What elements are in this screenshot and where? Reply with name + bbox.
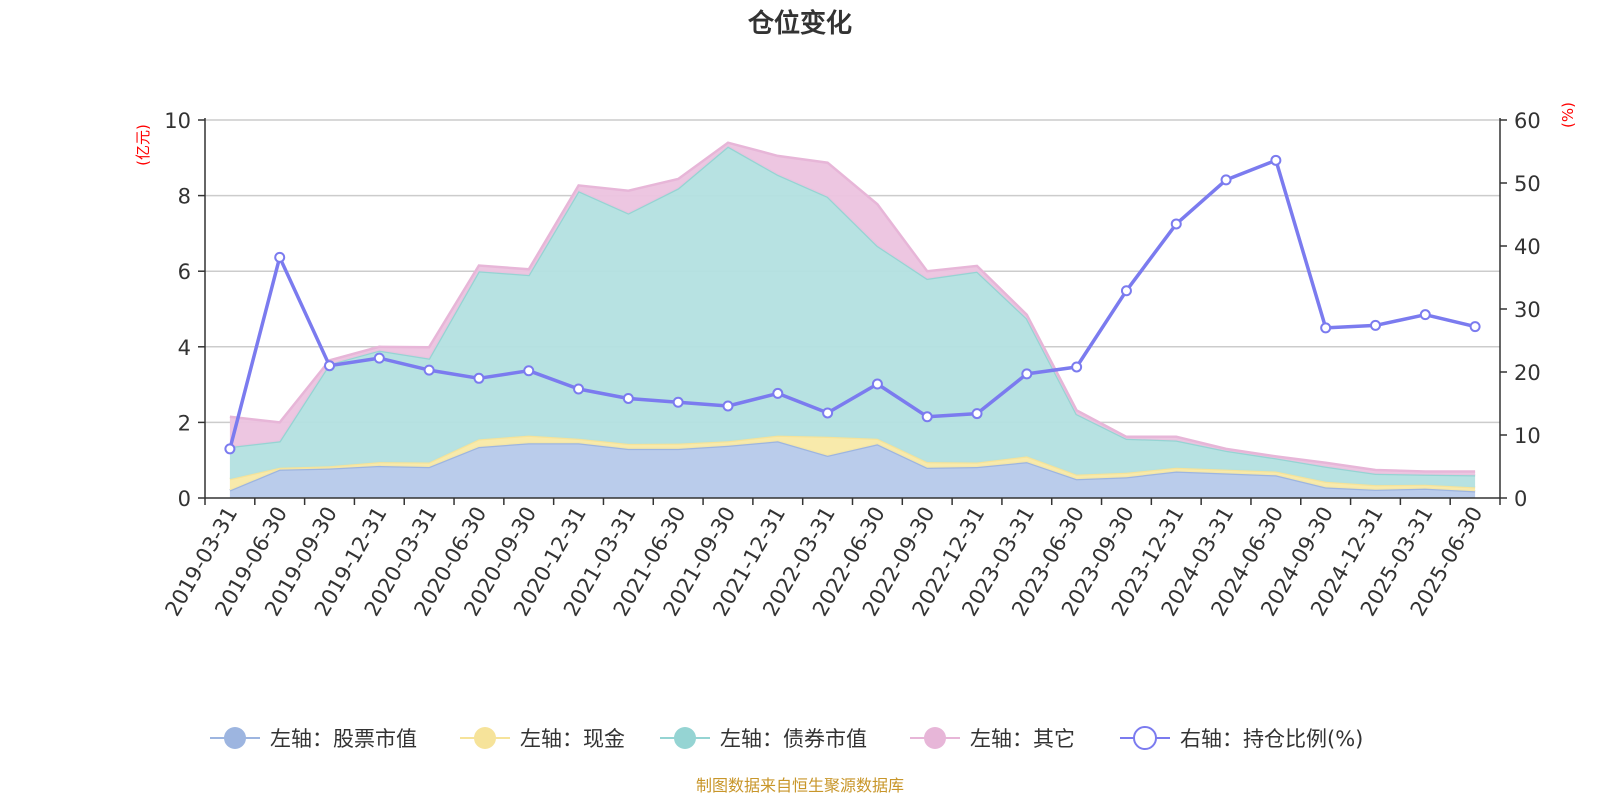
left-tick-label: 10 xyxy=(164,109,191,133)
ratio-line xyxy=(224,154,1481,455)
legend-label: 左轴：其它 xyxy=(970,727,1075,751)
ratio-point xyxy=(1469,321,1481,333)
legend-swatch-circle xyxy=(1133,726,1157,750)
legend-swatch-circle xyxy=(474,727,496,749)
ratio-point xyxy=(1220,174,1232,186)
stacked-areas xyxy=(229,141,1476,498)
right-tick-label: 10 xyxy=(1514,424,1541,448)
ratio-point xyxy=(772,387,784,399)
area-series-3 xyxy=(229,142,1476,476)
area-series-edge-3 xyxy=(229,141,1476,473)
ratio-line-path xyxy=(228,158,1476,450)
legend-swatch-circle xyxy=(924,727,946,749)
ratio-point xyxy=(871,378,883,390)
right-tick-label: 50 xyxy=(1514,172,1541,196)
ratio-point xyxy=(1369,319,1381,331)
area-series-2 xyxy=(229,146,1476,488)
right-tick-label: 20 xyxy=(1514,361,1541,385)
right-tick-label: 60 xyxy=(1514,109,1541,133)
ratio-point xyxy=(921,411,933,423)
ratio-point xyxy=(1270,154,1282,166)
legend-swatch-circle xyxy=(674,727,696,749)
ratio-point xyxy=(622,392,634,404)
ratio-point xyxy=(573,383,585,395)
ratio-point xyxy=(423,364,435,376)
ratio-point xyxy=(224,443,236,455)
legend-label: 左轴：股票市值 xyxy=(270,727,417,751)
ratio-point xyxy=(1071,361,1083,373)
left-axis-unit: (亿元) xyxy=(134,124,152,166)
chart-title: 仓位变化 xyxy=(747,8,852,39)
ratio-point xyxy=(1419,309,1431,321)
legend-label: 左轴：现金 xyxy=(520,727,625,751)
ratio-point xyxy=(1120,285,1132,297)
area-series-1 xyxy=(229,435,1476,492)
left-tick-label: 6 xyxy=(178,260,191,284)
ratio-point xyxy=(971,408,983,420)
source-note: 制图数据来自恒生聚源数据库 xyxy=(696,776,904,795)
left-tick-label: 4 xyxy=(178,336,191,360)
ratio-point xyxy=(1021,368,1033,380)
area-series-0 xyxy=(229,441,1476,498)
right-tick-label: 30 xyxy=(1514,298,1541,322)
right-axis-unit: (%) xyxy=(1559,102,1577,128)
legend-swatch-circle xyxy=(224,727,246,749)
ratio-point xyxy=(722,400,734,412)
ratio-point xyxy=(473,372,485,384)
legend: 左轴：股票市值 左轴：现金 左轴：债券市值 左轴：其它 右轴：持仓比例(%) xyxy=(210,726,1363,751)
ratio-point xyxy=(672,396,684,408)
legend-label: 左轴：债券市值 xyxy=(720,727,867,751)
ratio-point xyxy=(373,352,385,364)
left-tick-label: 2 xyxy=(178,411,191,435)
ratio-point xyxy=(1320,322,1332,334)
ratio-point xyxy=(274,251,286,263)
ratio-point xyxy=(822,407,834,419)
right-tick-label: 0 xyxy=(1514,487,1527,511)
ratio-point xyxy=(1170,218,1182,230)
right-tick-label: 40 xyxy=(1514,235,1541,259)
ratio-point xyxy=(523,365,535,377)
left-tick-label: 8 xyxy=(178,185,191,209)
ratio-point xyxy=(324,360,336,372)
left-tick-label: 0 xyxy=(178,487,191,511)
legend-label: 右轴：持仓比例(%) xyxy=(1180,727,1363,751)
